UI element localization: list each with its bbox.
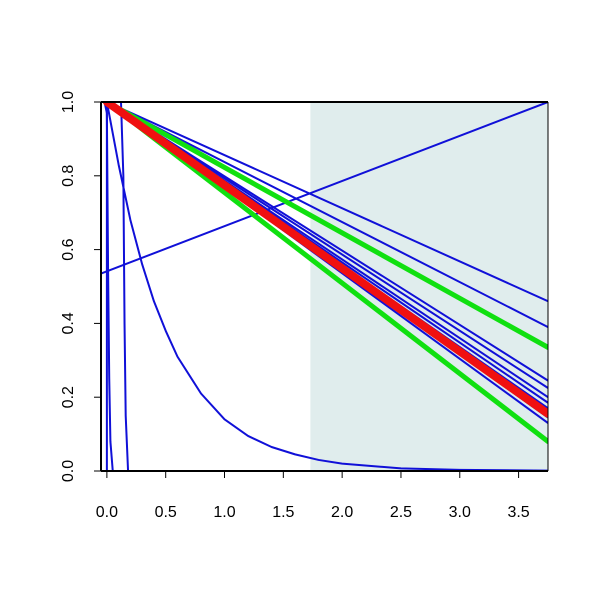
series-line-blue-0 bbox=[101, 102, 108, 471]
series-line-blue-7 bbox=[105, 102, 548, 382]
y-tick-label-1: 0.2 bbox=[60, 386, 77, 408]
y-tick-label-3: 0.6 bbox=[60, 238, 77, 260]
series-line-blue-6 bbox=[105, 102, 548, 329]
series-line-blue-3 bbox=[105, 102, 548, 471]
x-tick-label-7: 3.5 bbox=[507, 504, 529, 521]
x-tick-label-3: 1.5 bbox=[272, 504, 294, 521]
series-line-blue-4 bbox=[101, 102, 548, 275]
x-tick-label-4: 2.0 bbox=[331, 504, 353, 521]
y-tick-label-4: 0.8 bbox=[60, 165, 77, 187]
x-tick-label-6: 3.0 bbox=[449, 504, 471, 521]
plot-inner bbox=[101, 102, 548, 471]
x-tick-label-5: 2.5 bbox=[390, 504, 412, 521]
series-line-blue-5 bbox=[105, 102, 548, 303]
y-tick-label-0: 0.0 bbox=[60, 460, 77, 482]
series-line-blue-1 bbox=[103, 102, 117, 471]
x-tick-label-1: 0.5 bbox=[155, 504, 177, 521]
series-line-blue-2 bbox=[101, 102, 132, 471]
x-tick-label-0: 0.0 bbox=[96, 504, 118, 521]
x-tick-label-2: 1.0 bbox=[213, 504, 235, 521]
axes: 0.0 0.5 1.0 1.5 2.0 2.5 3.0 3.5 0.0 0.2 0.4 0.6 0.8 1… bbox=[60, 91, 549, 521]
series-line-red-17 bbox=[102, 102, 548, 418]
y-tick-label-5: 1.0 bbox=[60, 91, 77, 113]
y-tick-label-2: 0.4 bbox=[60, 312, 77, 334]
series-line-green-14 bbox=[104, 102, 548, 350]
plot-area bbox=[101, 102, 548, 471]
